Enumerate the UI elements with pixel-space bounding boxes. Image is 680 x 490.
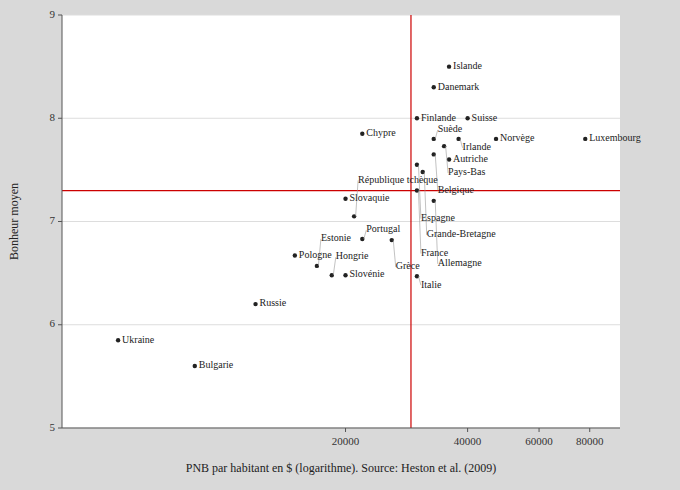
point bbox=[447, 64, 451, 68]
y-tick bbox=[58, 221, 62, 222]
grid-line bbox=[62, 221, 620, 222]
reference-line bbox=[62, 190, 620, 191]
point-label: Estonie bbox=[321, 232, 352, 243]
point-label: Ukraine bbox=[122, 334, 155, 345]
point bbox=[494, 137, 498, 141]
grid bbox=[62, 15, 620, 428]
x-tick bbox=[589, 428, 590, 432]
point-label: Belgique bbox=[438, 184, 475, 195]
y-tick-label: 7 bbox=[50, 214, 56, 226]
y-tick bbox=[58, 15, 62, 16]
axes: 20000 40000 60000 80000 5 6 7 8 9 bbox=[50, 8, 621, 447]
reference-line bbox=[410, 15, 411, 428]
point-label: Grande-Bretagne bbox=[427, 228, 496, 239]
y-tick-label: 8 bbox=[50, 111, 56, 123]
point-label: Grèce bbox=[396, 260, 420, 271]
point-label: Autriche bbox=[453, 153, 489, 164]
point bbox=[343, 197, 347, 201]
point-label: Norvège bbox=[500, 132, 535, 143]
point-label: Bulgarie bbox=[199, 359, 234, 370]
point bbox=[116, 338, 120, 342]
point-label: République tchèque bbox=[358, 174, 438, 185]
x-tick-label: 80000 bbox=[576, 435, 604, 447]
point bbox=[253, 302, 257, 306]
point bbox=[447, 157, 451, 161]
point-label: Finlande bbox=[421, 112, 457, 123]
x-axis-label: PNB par habitant en $ (logarithme). Sour… bbox=[186, 461, 497, 475]
x-tick-label: 40000 bbox=[454, 435, 482, 447]
point-label: Irlande bbox=[463, 141, 492, 152]
point bbox=[465, 116, 469, 120]
y-tick bbox=[58, 324, 62, 325]
x-tick-label: 20000 bbox=[332, 435, 360, 447]
plot-background bbox=[62, 15, 620, 428]
x-tick bbox=[345, 428, 346, 432]
point bbox=[343, 273, 347, 277]
point-label: Slovaquie bbox=[350, 192, 391, 203]
point bbox=[415, 116, 419, 120]
grid-line bbox=[62, 118, 620, 119]
grid-line bbox=[62, 15, 620, 16]
x-axis-line bbox=[62, 428, 620, 429]
grid-line bbox=[62, 428, 620, 429]
point-label: Portugal bbox=[366, 223, 400, 234]
x-tick-label: 60000 bbox=[525, 435, 553, 447]
grid-line bbox=[62, 324, 620, 325]
y-axis-label: Bonheur moyen bbox=[7, 183, 21, 260]
y-tick-label: 9 bbox=[50, 8, 56, 20]
point-label: Chypre bbox=[366, 127, 396, 138]
y-tick-label: 6 bbox=[50, 317, 56, 329]
background bbox=[0, 0, 680, 490]
chart: 20000 40000 60000 80000 5 6 7 8 9 PNB par habitan… bbox=[0, 0, 680, 490]
point-label: Italie bbox=[421, 279, 442, 290]
point-label: Allemagne bbox=[438, 257, 482, 268]
point-label: Suisse bbox=[472, 112, 498, 123]
point-label: Slovénie bbox=[350, 268, 386, 279]
point-label: Danemark bbox=[438, 81, 480, 92]
y-tick bbox=[58, 428, 62, 429]
y-tick bbox=[58, 118, 62, 119]
point-label: Russie bbox=[260, 297, 287, 308]
plot-area bbox=[62, 15, 620, 428]
point bbox=[360, 132, 364, 136]
x-tick bbox=[467, 428, 468, 432]
x-tick bbox=[539, 428, 540, 432]
y-tick-label: 5 bbox=[50, 421, 56, 433]
point bbox=[193, 364, 197, 368]
point bbox=[293, 253, 297, 257]
point-label: Islande bbox=[453, 60, 482, 71]
point-label: Hongrie bbox=[336, 250, 369, 261]
point-label: Luxembourg bbox=[589, 132, 640, 143]
point-label: Suède bbox=[438, 123, 463, 134]
point bbox=[583, 137, 587, 141]
point-label: Espagne bbox=[421, 212, 455, 223]
point-label: Pays-Bas bbox=[448, 166, 485, 177]
point bbox=[432, 85, 436, 89]
point-label: Pologne bbox=[299, 249, 332, 260]
point-labels: Islande Danemark Finlande Suisse Chypre Suède… bbox=[122, 60, 641, 370]
